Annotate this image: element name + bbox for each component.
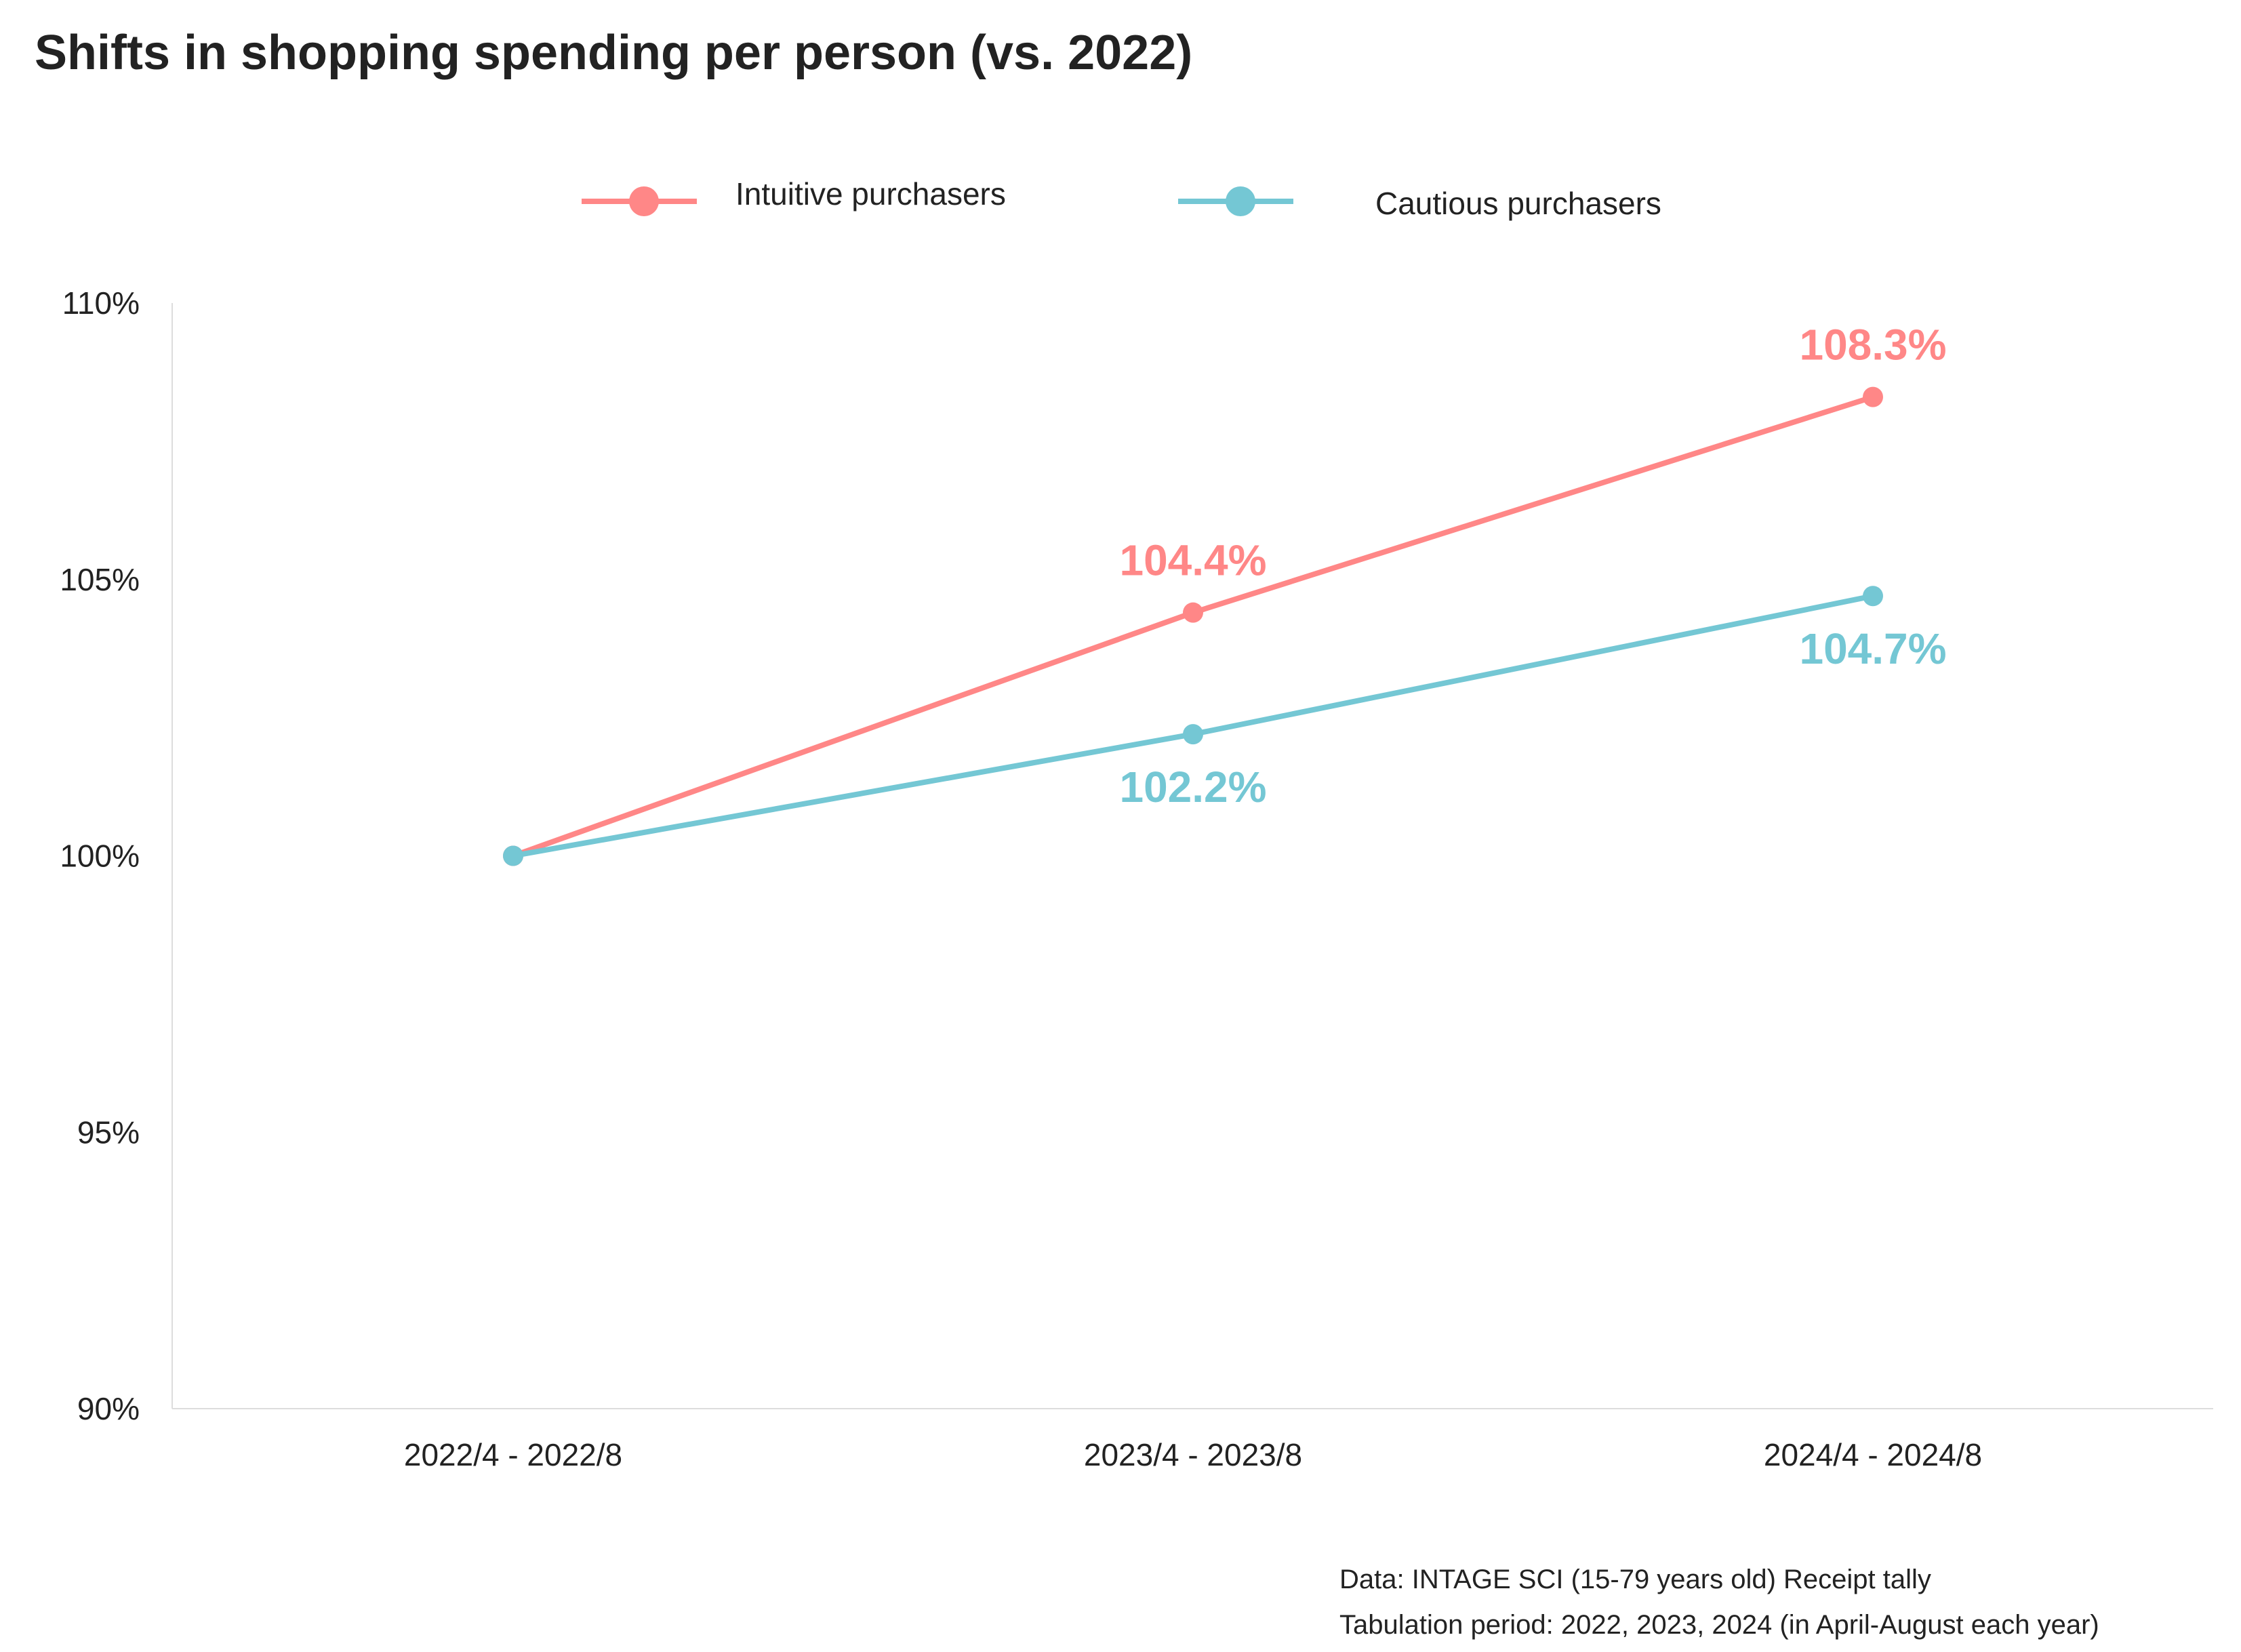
y-tick-label: 90%: [77, 1391, 140, 1426]
legend-label-intuitive: Intuitive purchasers: [735, 176, 1006, 211]
footnote-period: Tabulation period: 2022, 2023, 2024 (in …: [1339, 1610, 2099, 1640]
legend-label-cautious: Cautious purchasers: [1375, 186, 1661, 221]
series-cautious: 102.2% 104.7%: [503, 586, 1947, 866]
data-label: 104.7%: [1799, 624, 1946, 673]
x-tick-label: 2023/4 - 2023/8: [1084, 1437, 1302, 1472]
data-point: [1863, 386, 1883, 407]
x-tick-labels: 2022/4 - 2022/8 2023/4 - 2023/8 2024/4 - 2…: [404, 1437, 1982, 1472]
chart-title: Shifts in shopping spending per person (…: [35, 26, 1192, 80]
series-layer: 104.4% 108.3% 102.2% 104.7%: [503, 321, 1947, 866]
y-tick-label: 110%: [62, 285, 140, 321]
legend-item-intuitive: Intuitive purchasers: [582, 176, 1006, 216]
data-label: 104.4%: [1119, 536, 1266, 585]
legend: Intuitive purchasers Cautious purchasers: [582, 176, 1661, 221]
data-label: 102.2%: [1119, 763, 1266, 811]
data-point: [1863, 586, 1883, 607]
y-tick-labels: 90% 95% 100% 105% 110%: [60, 285, 140, 1426]
footnote-source: Data: INTAGE SCI (15-79 years old) Recei…: [1339, 1565, 1931, 1594]
x-tick-label: 2022/4 - 2022/8: [404, 1437, 622, 1472]
data-point: [1183, 602, 1203, 623]
legend-marker-intuitive: [629, 186, 659, 216]
x-tick-label: 2024/4 - 2024/8: [1764, 1437, 1982, 1472]
data-label: 108.3%: [1799, 321, 1946, 369]
y-tick-label: 95%: [77, 1114, 140, 1150]
legend-marker-cautious: [1226, 186, 1255, 216]
y-tick-label: 105%: [60, 562, 140, 597]
data-point: [503, 845, 523, 866]
legend-item-cautious: Cautious purchasers: [1178, 186, 1661, 221]
data-point: [1183, 724, 1203, 745]
y-tick-label: 100%: [60, 839, 140, 874]
